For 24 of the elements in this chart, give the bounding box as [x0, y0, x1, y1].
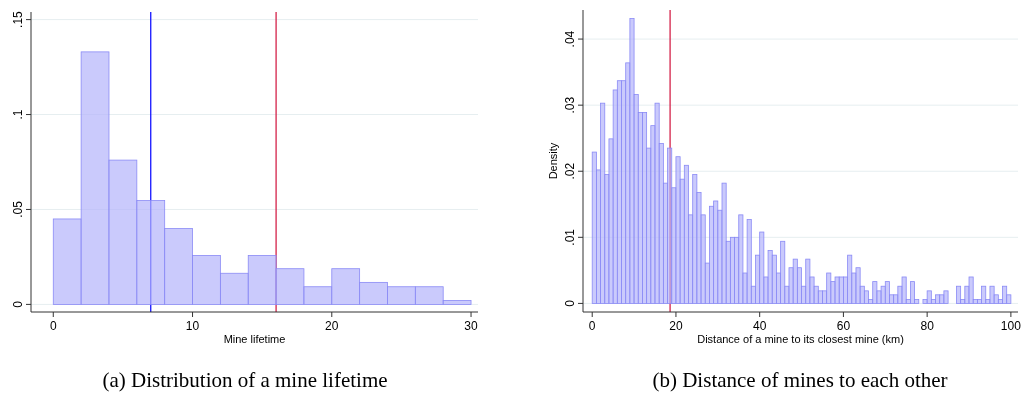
x-tick-label: 60	[836, 319, 851, 333]
x-tick-label: 10	[185, 319, 200, 333]
x-tick-label: 30	[464, 319, 479, 333]
x-tick-label: 80	[920, 319, 935, 333]
x-tick-label: 20	[325, 319, 339, 333]
y-tick-label: .03	[563, 96, 577, 114]
text: (b) Distance of mines to each other	[652, 368, 948, 392]
x-tick-label: 0	[588, 319, 596, 333]
x-tick-label: 100	[1000, 319, 1021, 333]
x-axis-title: Mine lifetime	[223, 333, 286, 345]
y-tick-label: .05	[11, 200, 25, 218]
y-tick-label: 0	[11, 300, 25, 308]
y-tick-label: .02	[563, 162, 577, 180]
y-axis-title: Density	[547, 142, 559, 180]
y-tick-label: .15	[11, 10, 25, 28]
y-tick-label: .04	[563, 30, 577, 48]
x-tick-label: 20	[669, 319, 683, 333]
x-tick-label: 0	[49, 319, 57, 333]
text: (a) Distribution of a mine lifetime	[102, 368, 388, 392]
y-tick-label: .01	[563, 228, 577, 246]
y-tick-label: .1	[11, 109, 25, 120]
x-axis-title: Distance of a mine to its closest mine (km)	[697, 333, 904, 345]
y-tick-label: 0	[563, 299, 577, 307]
x-tick-label: 40	[753, 319, 767, 333]
